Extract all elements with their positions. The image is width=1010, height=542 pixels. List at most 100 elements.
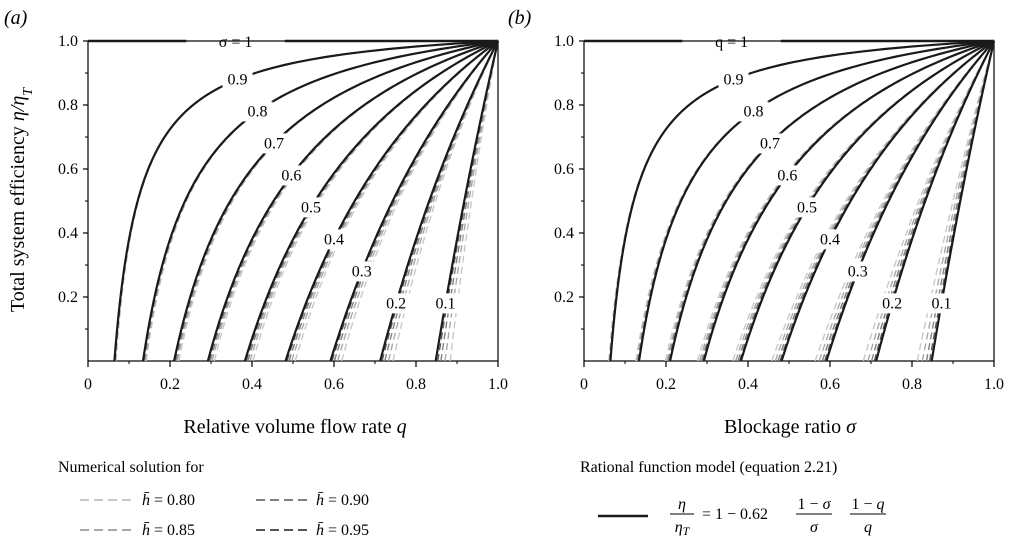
curve-b-model (668, 39, 995, 361)
curve-a-label: 0.6 (281, 167, 301, 184)
curve-a-numerical (252, 40, 499, 361)
curve-a-numerical (336, 40, 499, 361)
legend: Numerical solution for h̄ = 0.80 h̄ = 0.… (58, 459, 886, 539)
curve-b-label: 0.5 (797, 199, 817, 216)
legend-entry-080: h̄ = 0.80 (80, 492, 195, 509)
plot-b-ytick-label: 0.6 (554, 161, 574, 178)
curve-b-label: 0.6 (777, 167, 797, 184)
curve-a-model (172, 39, 499, 361)
svg-text:q: q (864, 519, 872, 536)
curve-a-label: 0.2 (386, 295, 406, 312)
curve-b-model (825, 40, 995, 361)
curve-a-numerical (291, 40, 499, 361)
legend-label-095: h̄ = 0.95 (316, 522, 369, 539)
legend-entry-095: h̄ = 0.95 (256, 522, 369, 539)
curve-b-label: 0.1 (931, 295, 951, 312)
curve-a-label: 0.8 (247, 103, 267, 120)
curve-a-model (329, 40, 499, 361)
curve-a-numerical (392, 40, 499, 361)
curve-a-numerical (341, 40, 499, 361)
legend-label-085: h̄ = 0.85 (142, 522, 195, 539)
curve-b-label-bg (718, 69, 749, 90)
panel-a: (a) 0 0.2 0.4 0.6 0.8 1.0 0.2 0.4 0.6 0.8 1.0 σ = 1… (4, 7, 508, 438)
curve-a-numerical (288, 40, 499, 361)
legend-label-080: h̄ = 0.80 (142, 492, 195, 509)
curve-a-label-bg (319, 229, 349, 250)
curve-a-label-bg (430, 293, 461, 314)
plot-a-xtick-label: 0 (84, 376, 92, 393)
svg-text:ηT: ηT (675, 519, 691, 538)
plot-b-curves (584, 39, 996, 361)
curve-b-label-bg (842, 261, 873, 282)
curve-a-label-bg (276, 165, 307, 186)
svg-text:σ: σ (810, 519, 819, 536)
curve-a-label: 0.5 (301, 199, 321, 216)
svg-text:= 1 − 0.62: = 1 − 0.62 (702, 506, 768, 523)
curve-a-label: 0.4 (324, 231, 344, 248)
plot-a-ylabel: Total system efficiency η/ηT (7, 87, 36, 312)
curve-a-label-bg (222, 69, 253, 90)
curve-b-model (609, 39, 995, 361)
curve-a-label-bg (381, 293, 412, 314)
panel-b-label: (b) (508, 7, 532, 29)
curve-a-label: 0.3 (352, 263, 372, 280)
curve-a-label: 0.9 (228, 71, 248, 88)
curve-a-numerical (249, 40, 499, 361)
curve-b-numerical (664, 40, 995, 361)
curve-b-label: 0.8 (743, 103, 763, 120)
curve-a-model (284, 40, 499, 361)
curve-b-model (702, 39, 995, 361)
curve-b-label-bg (755, 133, 785, 154)
curve-a-model (141, 39, 499, 361)
curve-b-model (637, 39, 995, 361)
svg-text:η: η (678, 496, 686, 513)
plot-a-xtick-label: 0.2 (160, 376, 180, 393)
plot-b-ytick-label: 0.4 (554, 225, 574, 242)
curve-a-label-bg (346, 261, 377, 282)
curve-b-label: 0.2 (882, 295, 902, 312)
plot-a-ytick-label: 0.8 (58, 97, 78, 114)
curve-b-label-bg (791, 197, 822, 218)
plot-a-ytick-label: 0.2 (58, 289, 78, 306)
model-equation: η ηT = 1 − 0.62 1 − σ σ 1 − q q (670, 496, 886, 538)
plot-b-area: 0 0.2 0.4 0.6 0.8 1.0 0.2 0.4 0.6 0.8 1.0 q = 1 0.9 0… (554, 33, 1004, 393)
curve-a-numerical (294, 40, 499, 361)
plot-a-ytick-label: 1.0 (58, 33, 78, 50)
curve-b-label-bg (926, 293, 957, 314)
plot-a-curves (88, 39, 500, 361)
curve-b-label: 0.7 (760, 135, 780, 152)
curve-a-numerical (331, 40, 499, 361)
plot-a-ytick-label: 0.4 (58, 225, 78, 242)
curve-b-label: 0.9 (724, 71, 744, 88)
curve-a-label-bg (242, 101, 273, 122)
curve-a-numerical (247, 40, 499, 361)
curve-b-numerical (824, 40, 995, 361)
plot-a-xtick-label: 1.0 (488, 376, 508, 393)
plot-b-xlabel: Blockage ratio σ (724, 416, 857, 438)
curve-b-label-bg (772, 165, 803, 186)
legend-label-090: h̄ = 0.90 (316, 492, 369, 509)
curve-b-model (780, 40, 995, 361)
plot-b-xtick-label: 0.8 (902, 376, 922, 393)
plot-a-ytick-label: 0.6 (58, 161, 78, 178)
curve-b-label: 0.4 (820, 231, 840, 248)
plot-a-area: 0 0.2 0.4 0.6 0.8 1.0 0.2 0.4 0.6 0.8 1.0 σ = 1 0.9 0… (58, 33, 508, 393)
curve-b-label-first: q = 1 (715, 34, 748, 51)
curve-a-label: 0.7 (264, 135, 284, 152)
plot-b-xtick-label: 0.4 (738, 376, 758, 393)
curve-b-numerical (700, 40, 995, 361)
curve-a-label-bg (295, 197, 326, 218)
legend-model-title: Rational function model (equation 2.21) (580, 459, 837, 476)
plot-b-xtick-label: 1.0 (984, 376, 1004, 393)
svg-text:1 − σ: 1 − σ (798, 496, 832, 513)
plot-b-ytick-label: 1.0 (554, 33, 574, 50)
curve-b-numerical (696, 40, 995, 361)
plot-a-xtick-label: 0.8 (406, 376, 426, 393)
curve-a-label-first: σ = 1 (219, 34, 253, 51)
plot-b-ytick-label: 0.8 (554, 97, 574, 114)
panel-a-label: (a) (4, 7, 28, 29)
curve-b-label: 0.3 (848, 263, 868, 280)
legend-numerical-title: Numerical solution for (58, 459, 204, 476)
curve-b-label-bg (877, 293, 908, 314)
curve-a-numerical (333, 40, 499, 361)
